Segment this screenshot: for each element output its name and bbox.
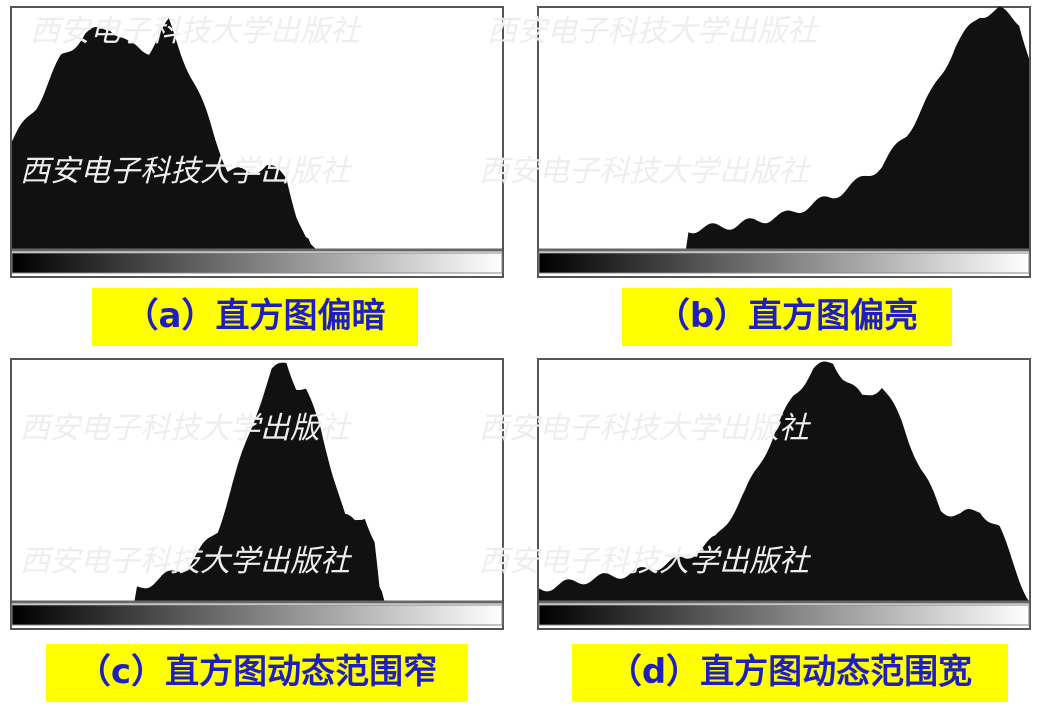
histogram-area-b: [539, 6, 1029, 250]
gray-level-gradient-bar-c: [11, 604, 503, 626]
histogram-frame-a: [10, 6, 504, 278]
histogram-area-d: [539, 361, 1029, 601]
histogram-c-svg: [10, 358, 504, 630]
caption-c: （c）直方图动态范围窄: [46, 644, 468, 702]
gray-level-gradient-bar-a: [11, 252, 503, 274]
caption-d: （d）直方图动态范围宽: [572, 644, 1008, 702]
caption-a: （a）直方图偏暗: [92, 288, 418, 346]
histogram-panel-a: 西安电子科技大学出版社 西安电子科技大学出版社: [10, 6, 504, 278]
histogram-d-svg: [537, 358, 1031, 630]
histogram-a-svg: [10, 6, 504, 278]
gray-level-gradient-bar-b: [538, 252, 1030, 274]
histogram-panel-c: 西安电子科技大学出版社 西安电子科技大学出版社: [10, 358, 504, 630]
caption-b: （b）直方图偏亮: [622, 288, 952, 346]
histogram-panel-d: 西安电子科技大学出版社 西安电子科技大学出版社: [479, 358, 1031, 630]
histogram-area-a: [12, 18, 502, 249]
gray-level-gradient-bar-d: [538, 604, 1030, 626]
histogram-frame-c: [10, 358, 504, 630]
histogram-b-svg: [537, 6, 1031, 278]
histogram-frame-d: [537, 358, 1031, 630]
histogram-panel-b: 西安电子科技大学出版社 西安电子科技大学出版社: [479, 6, 1031, 278]
histogram-area-c: [12, 362, 502, 601]
histogram-frame-b: [537, 6, 1031, 278]
